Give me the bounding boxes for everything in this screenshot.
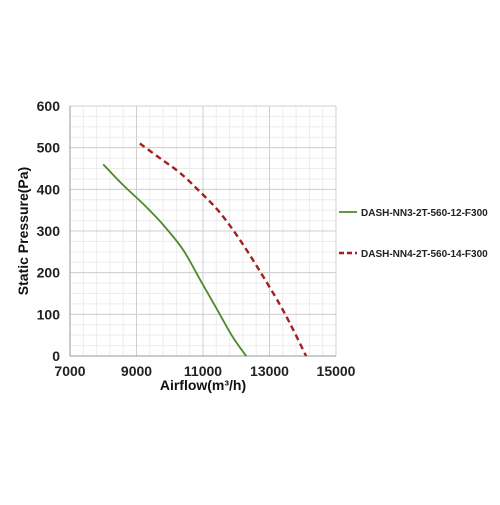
x-tick-label: 15000 <box>317 363 356 379</box>
y-tick-label: 500 <box>37 140 61 156</box>
series-line-1 <box>102 163 247 357</box>
y-tick-label: 200 <box>37 265 61 281</box>
y-tick-label: 300 <box>37 223 61 239</box>
x-tick-label: 13000 <box>250 363 289 379</box>
x-tick-label: 9000 <box>121 363 152 379</box>
legend-label-2: DASH-NN4-2T-560-14-F300 <box>361 249 488 260</box>
x-axis-title: Airflow(m³/h) <box>160 377 246 393</box>
y-axis-title: Static Pressure(Pa) <box>15 167 31 295</box>
series-line-2 <box>139 142 308 357</box>
axis-layer: 7000 9000 11000 13000 15000 0 100 200 300 400 500 6… <box>37 98 356 379</box>
grid-layer <box>69 105 337 357</box>
y-tick-label: 0 <box>52 348 60 364</box>
y-tick-label: 600 <box>37 98 61 114</box>
series-layer <box>102 142 308 357</box>
legend-label-1: DASH-NN3-2T-560-12-F300 <box>361 208 488 219</box>
y-tick-label: 100 <box>37 306 61 322</box>
y-tick-label: 400 <box>37 181 61 197</box>
x-tick-label: 11000 <box>184 363 222 379</box>
legend: DASH-NN3-2T-560-12-F300 DASH-NN4-2T-560-1… <box>339 208 488 260</box>
x-tick-label: 7000 <box>54 363 85 379</box>
